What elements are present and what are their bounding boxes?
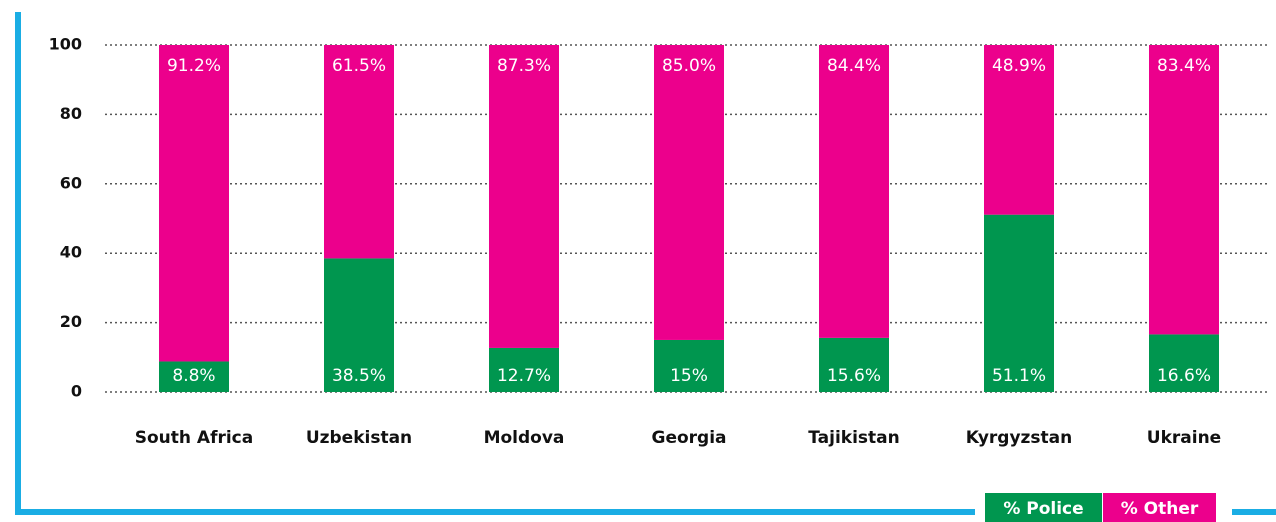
bar-segment [819, 45, 889, 338]
value-label: 16.6% [1157, 366, 1211, 386]
value-label: 84.4% [827, 56, 881, 76]
x-tick-label: Uzbekistan [306, 428, 412, 448]
x-tick-label: Moldova [484, 428, 565, 448]
y-tick-label: 0 [71, 382, 82, 401]
y-tick-label: 20 [60, 312, 82, 331]
legend-label: % Police [1003, 499, 1083, 519]
value-label: 15% [670, 366, 708, 386]
bar-segment [324, 258, 394, 392]
frame [15, 12, 1276, 515]
value-label: 8.8% [172, 366, 215, 386]
bar-segment [1149, 334, 1219, 392]
x-tick-label: Georgia [651, 428, 726, 448]
bar-segment [984, 214, 1054, 392]
value-label: 38.5% [332, 366, 386, 386]
bar-segment [324, 45, 394, 259]
bar-segment [1149, 45, 1219, 335]
value-label: 85.0% [662, 56, 716, 76]
legend-label: % Other [1121, 499, 1199, 519]
value-label: 48.9% [992, 56, 1046, 76]
value-label: 12.7% [497, 366, 551, 386]
y-tick-label: 80 [60, 104, 82, 123]
x-tick-label: South Africa [135, 428, 254, 448]
bar-segment [984, 45, 1054, 215]
value-label: 51.1% [992, 366, 1046, 386]
bar-segment [654, 45, 724, 340]
x-tick-label: Tajikistan [808, 428, 899, 448]
value-label: 91.2% [167, 56, 221, 76]
bar-segment [489, 347, 559, 392]
value-label: 61.5% [332, 56, 386, 76]
value-label: 87.3% [497, 56, 551, 76]
bar-segment [489, 45, 559, 348]
x-tick-label: Kyrgyzstan [966, 428, 1073, 448]
bar-segment [654, 339, 724, 392]
bar-segment [159, 361, 229, 392]
bar-segment [159, 45, 229, 362]
x-tick-label: Ukraine [1147, 428, 1221, 448]
y-tick-label: 40 [60, 243, 82, 262]
legend-swatch [985, 493, 1102, 522]
y-tick-label: 100 [49, 35, 82, 54]
y-tick-label: 60 [60, 173, 82, 192]
value-label: 83.4% [1157, 56, 1211, 76]
legend-swatch [1103, 493, 1216, 522]
value-label: 15.6% [827, 366, 881, 386]
frame-bracket [15, 12, 975, 515]
bar-segment [819, 337, 889, 392]
